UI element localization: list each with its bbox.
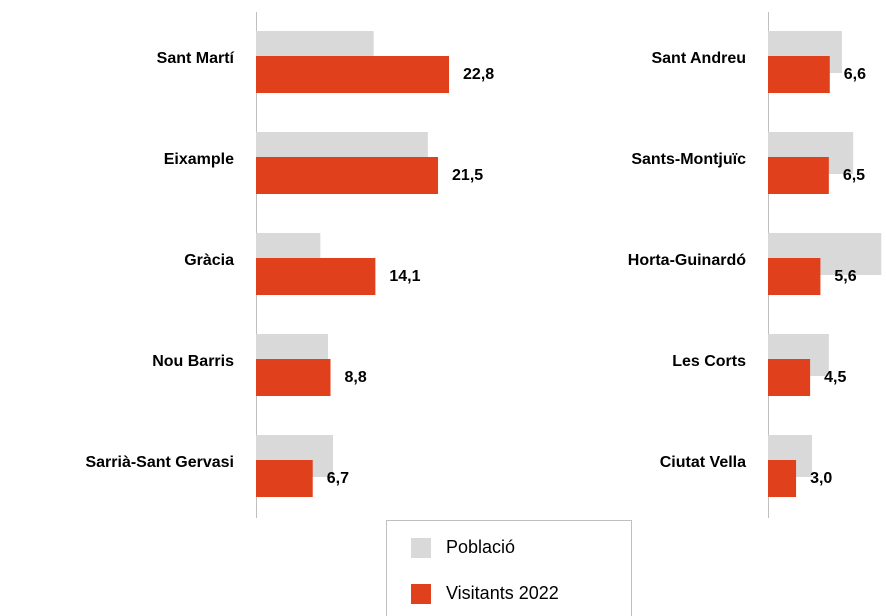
category-label: Sant Andreu [651,50,746,67]
category-label: Sants-Montjuïc [631,151,746,168]
value-label: 6,5 [843,167,865,184]
category-label: Ciutat Vella [660,454,746,471]
category-label: Horta-Guinardó [628,252,746,269]
value-label: 3,0 [810,470,832,487]
bar [256,258,376,295]
legend-swatch [411,584,431,604]
legend-label: Visitants 2022 [446,583,559,603]
value-label: 22,8 [463,66,494,83]
bar [768,56,830,93]
category-label: Sant Martí [157,50,235,67]
category-label: Les Corts [672,353,746,370]
value-label: 8,8 [345,369,367,386]
bar [256,359,331,396]
bar [768,157,829,194]
legend-swatch [411,538,431,558]
bar [768,359,811,396]
bar [768,258,821,295]
value-label: 5,6 [834,268,856,285]
bar [256,460,313,497]
category-label: Sarrià-Sant Gervasi [85,454,234,471]
value-label: 21,5 [452,167,483,184]
legend-label: Població [446,537,515,557]
bar [768,460,797,497]
value-label: 6,7 [327,470,349,487]
category-label: Gràcia [184,252,234,269]
value-label: 14,1 [389,268,420,285]
category-label: Nou Barris [152,353,234,370]
bar [256,56,450,93]
category-label: Eixample [164,151,234,168]
bar [256,157,439,194]
value-label: 6,6 [844,66,866,83]
value-label: 4,5 [824,369,846,386]
